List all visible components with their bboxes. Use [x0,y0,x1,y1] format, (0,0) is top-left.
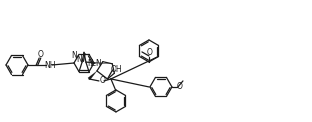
Text: O: O [147,48,153,57]
Text: O: O [177,82,183,91]
Text: O: O [100,76,106,85]
Text: N: N [87,59,93,68]
Text: N: N [95,60,101,68]
Polygon shape [88,71,97,80]
Text: =: = [89,60,95,69]
Text: NH: NH [44,61,56,71]
Text: N: N [76,55,82,64]
Text: O: O [38,50,44,59]
Text: N: N [72,51,77,60]
Text: OH: OH [111,65,122,74]
Polygon shape [86,62,112,64]
